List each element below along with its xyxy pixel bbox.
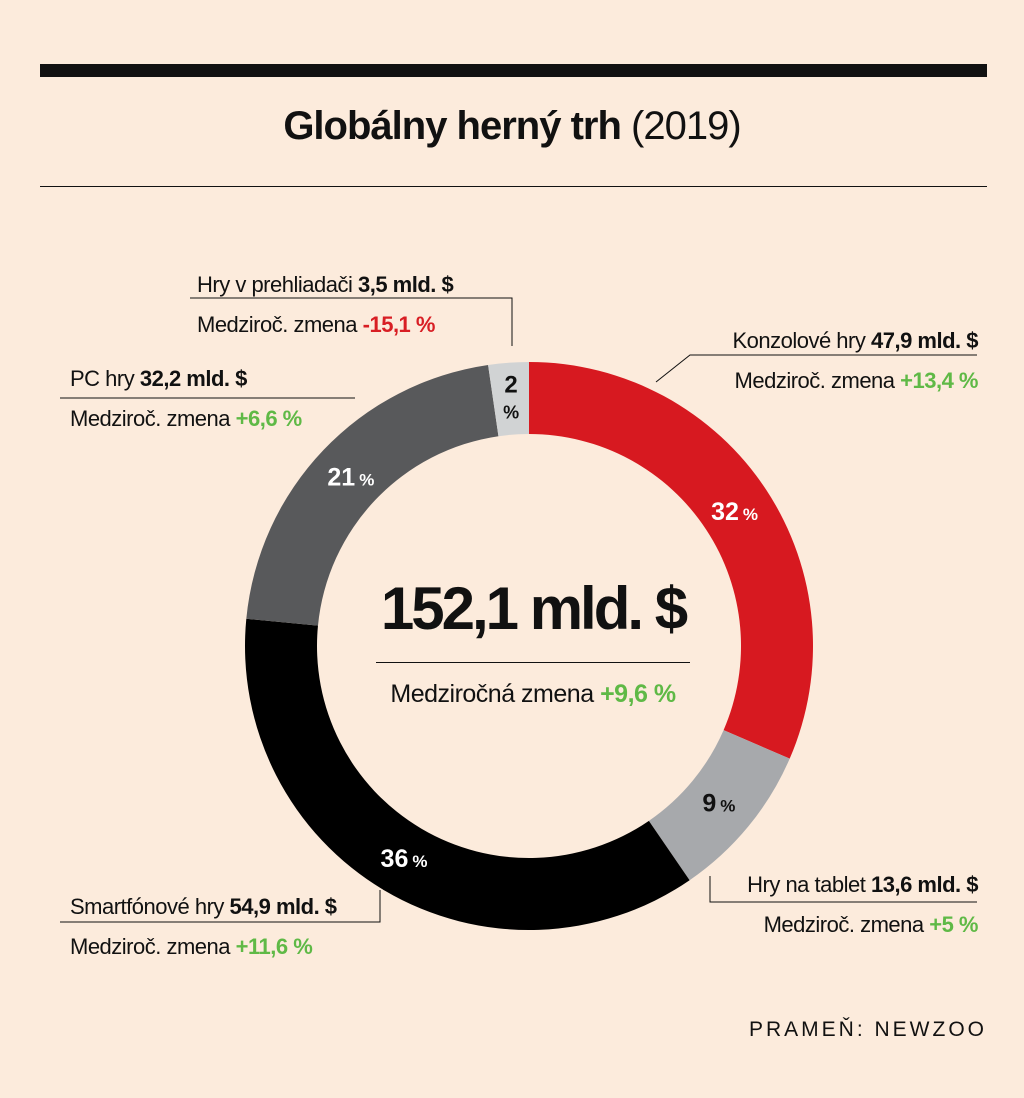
change-konzolove: Medziroč. zmena +13,4 % [734,368,979,393]
pct-label-smartfonove: 36% [381,845,428,873]
change-prehliadac: Medziroč. zmena -15,1 % [197,312,435,337]
slice-smartfonove [245,618,690,930]
label-pc: PC hry 32,2 mld. $ [70,366,247,391]
leader-lines [60,297,977,923]
label-konzolove: Konzolové hry 47,9 mld. $ [732,328,978,353]
center-rule [376,662,690,663]
change-smartfonove: Medziroč. zmena +11,6 % [70,934,313,959]
center-total: 152,1 mld. $ [380,575,688,642]
title-year: (2019) [631,104,742,148]
slice-tablet [648,730,790,881]
pct-label-prehliadac: 2% [503,372,519,423]
source-note: PRAMEŇ: NEWZOO [748,1018,987,1041]
pct-label-pc: 21% [327,463,374,491]
donut-slices [245,362,813,930]
percent-labels: 32 % 9 % 36 % 21 % 2% [327,372,758,873]
top-rule [40,64,987,77]
leader-line-prehliadac [190,297,513,346]
label-tablet: Hry na tablet 13,6 mld. $ [747,872,978,897]
slice-prehliadac [488,362,529,437]
chart-title: Globálny herný trh (2019) [0,104,1024,149]
center-change: Medziročná zmena +9,6 % [390,680,676,708]
leader-line-tablet [709,876,977,903]
slice-pc [246,364,499,626]
title-rule [40,186,987,187]
slice-konzolove [529,362,813,759]
change-pc: Medziroč. zmena +6,6 % [70,406,302,431]
label-prehliadac: Hry v prehliadači 3,5 mld. $ [197,272,454,297]
change-tablet: Medziroč. zmena +5 % [763,912,979,937]
pct-label-tablet: 9% [702,789,735,817]
pct-label-konzolove: 32% [711,498,758,526]
leader-line-smartfonove [60,890,381,923]
leader-line-konzolove [655,354,977,383]
title-main: Globálny herný trh [283,104,622,148]
label-smartfonove: Smartfónové hry 54,9 mld. $ [70,894,337,919]
